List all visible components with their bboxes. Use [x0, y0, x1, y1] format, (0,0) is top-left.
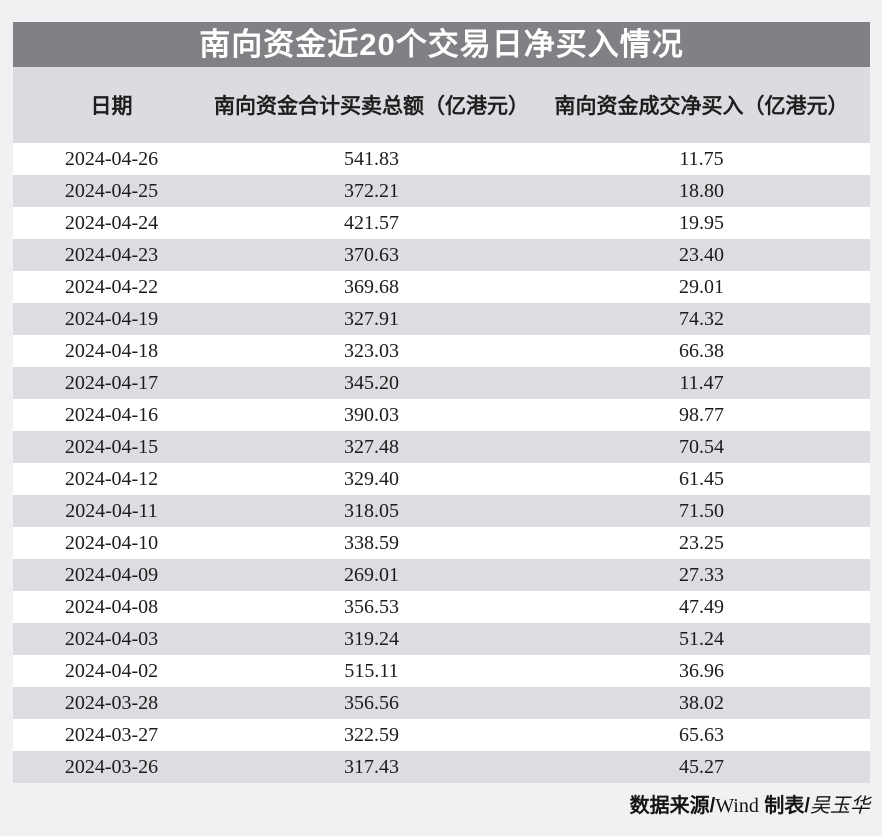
- table-card: 南向资金近20个交易日净买入情况 日期 南向资金合计买卖总额（亿港元） 南向资金…: [13, 22, 870, 783]
- cell-total-turnover: 356.53: [344, 596, 399, 618]
- cell-date: 2024-04-02: [64, 660, 159, 682]
- cell-total-turnover: 515.11: [344, 660, 399, 682]
- table-row: 2024-04-19 327.91 74.32: [13, 303, 870, 335]
- cell-total-turnover: 317.43: [344, 756, 399, 778]
- table-row: 2024-04-10 338.59 23.25: [13, 527, 870, 559]
- table-row: 2024-03-28 356.56 38.02: [13, 687, 870, 719]
- cell-total-turnover: 338.59: [344, 532, 399, 554]
- cell-date: 2024-04-09: [64, 564, 159, 586]
- cell-date: 2024-04-12: [64, 468, 159, 490]
- table-row: 2024-04-23 370.63 23.40: [13, 239, 870, 271]
- table-row: 2024-04-18 323.03 66.38: [13, 335, 870, 367]
- cell-date: 2024-04-23: [64, 244, 159, 266]
- cell-date: 2024-04-16: [64, 404, 159, 426]
- cell-date: 2024-04-19: [64, 308, 159, 330]
- table-row: 2024-04-16 390.03 98.77: [13, 399, 870, 431]
- cell-total-turnover: 421.57: [344, 212, 399, 234]
- column-header-net-buy: 南向资金成交净买入（亿港元）: [554, 95, 849, 118]
- cell-net-buy: 66.38: [679, 340, 724, 362]
- cell-date: 2024-04-24: [64, 212, 159, 234]
- cell-total-turnover: 327.48: [344, 436, 399, 458]
- table-row: 2024-03-26 317.43 45.27: [13, 751, 870, 783]
- cell-date: 2024-03-27: [64, 724, 159, 746]
- cell-net-buy: 11.47: [679, 372, 724, 394]
- cell-total-turnover: 369.68: [344, 276, 399, 298]
- cell-net-buy: 11.75: [679, 148, 724, 170]
- tablemaker-label: 制表/: [758, 795, 810, 817]
- cell-net-buy: 18.80: [679, 180, 724, 202]
- cell-total-turnover: 370.63: [344, 244, 399, 266]
- table-row: 2024-04-09 269.01 27.33: [13, 559, 870, 591]
- cell-date: 2024-03-26: [64, 756, 159, 778]
- cell-date: 2024-04-03: [64, 628, 159, 650]
- cell-total-turnover: 322.59: [344, 724, 399, 746]
- tablemaker-value: 吴玉华: [810, 795, 870, 817]
- cell-total-turnover: 541.83: [344, 148, 399, 170]
- table-row: 2024-04-15 327.48 70.54: [13, 431, 870, 463]
- cell-net-buy: 27.33: [679, 564, 724, 586]
- cell-net-buy: 61.45: [679, 468, 724, 490]
- source-label: 数据来源/: [629, 795, 716, 817]
- cell-net-buy: 98.77: [679, 404, 724, 426]
- data-source-credit: 数据来源/Wind 制表/吴玉华: [630, 791, 870, 821]
- cell-net-buy: 47.49: [679, 596, 724, 618]
- table-row: 2024-04-24 421.57 19.95: [13, 207, 870, 239]
- table-title: 南向资金近20个交易日净买入情况: [13, 22, 870, 67]
- cell-total-turnover: 318.05: [344, 500, 399, 522]
- cell-total-turnover: 390.03: [344, 404, 399, 426]
- cell-date: 2024-04-11: [65, 500, 158, 522]
- cell-total-turnover: 372.21: [344, 180, 399, 202]
- cell-net-buy: 19.95: [679, 212, 724, 234]
- table-row: 2024-04-12 329.40 61.45: [13, 463, 870, 495]
- cell-net-buy: 70.54: [679, 436, 724, 458]
- cell-net-buy: 51.24: [679, 628, 724, 650]
- source-value: Wind: [715, 795, 759, 817]
- cell-total-turnover: 356.56: [344, 692, 399, 714]
- column-header-total-turnover: 南向资金合计买卖总额（亿港元）: [214, 95, 529, 118]
- table-body: 2024-04-26 541.83 11.75 2024-04-25 372.21 18.…: [13, 143, 870, 783]
- cell-date: 2024-04-17: [64, 372, 159, 394]
- cell-total-turnover: 323.03: [344, 340, 399, 362]
- table-row: 2024-03-27 322.59 65.63: [13, 719, 870, 751]
- cell-total-turnover: 319.24: [344, 628, 399, 650]
- table-header-row: 日期 南向资金合计买卖总额（亿港元） 南向资金成交净买入（亿港元）: [13, 67, 870, 143]
- cell-date: 2024-04-15: [64, 436, 159, 458]
- cell-net-buy: 23.25: [679, 532, 724, 554]
- cell-net-buy: 74.32: [679, 308, 724, 330]
- cell-net-buy: 65.63: [679, 724, 724, 746]
- cell-date: 2024-04-26: [64, 148, 159, 170]
- table-row: 2024-04-03 319.24 51.24: [13, 623, 870, 655]
- table-row: 2024-04-22 369.68 29.01: [13, 271, 870, 303]
- cell-net-buy: 71.50: [679, 500, 724, 522]
- table-row: 2024-04-08 356.53 47.49: [13, 591, 870, 623]
- cell-net-buy: 29.01: [679, 276, 724, 298]
- cell-date: 2024-04-10: [64, 532, 159, 554]
- cell-date: 2024-04-22: [64, 276, 159, 298]
- cell-date: 2024-04-18: [64, 340, 159, 362]
- cell-total-turnover: 345.20: [344, 372, 399, 394]
- table-row: 2024-04-02 515.11 36.96: [13, 655, 870, 687]
- column-header-date: 日期: [90, 95, 133, 118]
- cell-total-turnover: 327.91: [344, 308, 399, 330]
- table-row: 2024-04-17 345.20 11.47: [13, 367, 870, 399]
- cell-total-turnover: 269.01: [344, 564, 399, 586]
- table-row: 2024-04-26 541.83 11.75: [13, 143, 870, 175]
- cell-net-buy: 23.40: [679, 244, 724, 266]
- cell-date: 2024-03-28: [64, 692, 159, 714]
- cell-net-buy: 36.96: [679, 660, 724, 682]
- table-row: 2024-04-11 318.05 71.50: [13, 495, 870, 527]
- cell-net-buy: 45.27: [679, 756, 724, 778]
- table-row: 2024-04-25 372.21 18.80: [13, 175, 870, 207]
- cell-net-buy: 38.02: [679, 692, 724, 714]
- cell-total-turnover: 329.40: [344, 468, 399, 490]
- cell-date: 2024-04-08: [64, 596, 159, 618]
- cell-date: 2024-04-25: [64, 180, 159, 202]
